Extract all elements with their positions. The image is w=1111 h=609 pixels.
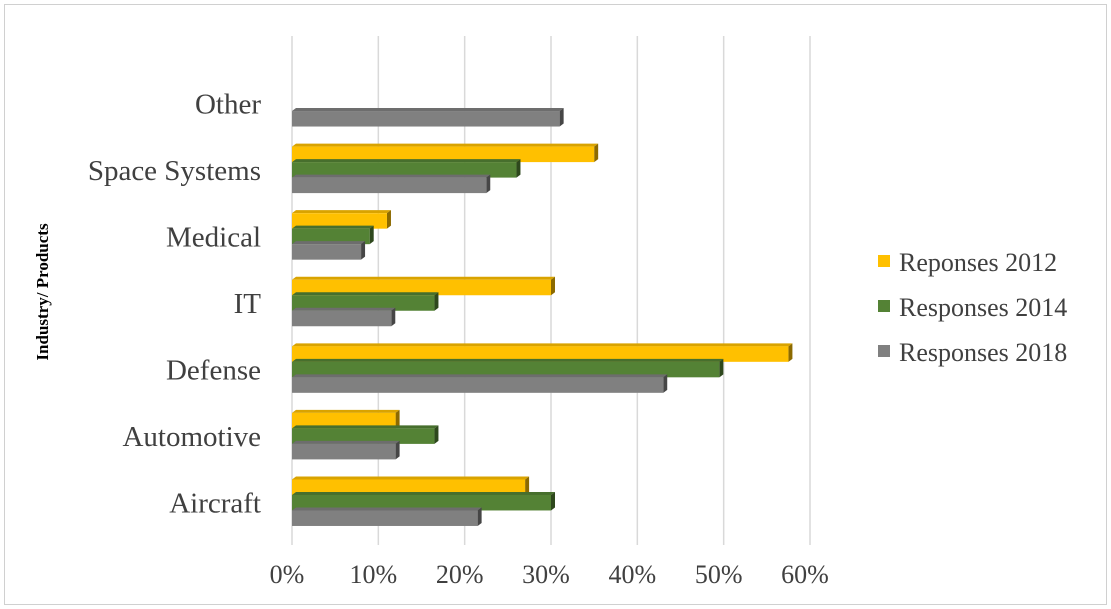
bar: [292, 159, 521, 178]
category-label: Defense: [166, 355, 261, 387]
bar: [292, 241, 366, 260]
legend-label: Responses 2018: [899, 338, 1067, 367]
bar: [292, 210, 391, 229]
category-labels: Aircraft Automotive Defense IT Medical Space …: [88, 88, 262, 519]
bar: [292, 507, 482, 526]
bar: [292, 307, 396, 327]
y-axis-label: Industry/ Products: [33, 223, 52, 361]
bar: [292, 374, 668, 393]
bar: [292, 292, 439, 311]
x-tick-label: 20%: [436, 560, 484, 589]
bars: [292, 108, 793, 526]
bar: [292, 143, 599, 163]
bar: [292, 409, 400, 429]
category-label: IT: [234, 288, 262, 320]
category-label: Automotive: [122, 421, 261, 453]
x-tick-label: 10%: [349, 560, 397, 589]
legend-swatch: [878, 255, 890, 267]
legend-label: Reponses 2012: [899, 248, 1057, 277]
category-label: Other: [195, 88, 261, 120]
category-label: Medical: [166, 221, 261, 253]
x-tick-label: 0%: [270, 560, 305, 589]
legend: Reponses 2012 Responses 2014 Responses 201…: [878, 248, 1067, 367]
x-tick-label: 50%: [695, 560, 743, 589]
bar: [292, 343, 793, 362]
x-tick-label: 40%: [608, 560, 656, 589]
bar: [292, 276, 555, 296]
bar: [292, 440, 400, 460]
category-label: Space Systems: [88, 155, 261, 187]
bar: [292, 108, 564, 127]
legend-item: Reponses 2012: [878, 248, 1057, 277]
bar: [292, 491, 555, 511]
bar: [292, 476, 530, 495]
bar: [292, 225, 374, 245]
bar: [292, 425, 439, 444]
bar: [292, 358, 724, 378]
x-tick-label: 60%: [781, 560, 829, 589]
bar: [292, 174, 491, 194]
x-tick-label: 30%: [522, 560, 570, 589]
legend-label: Responses 2014: [899, 293, 1067, 322]
x-axis-ticks: 0% 10% 20% 30% 40% 50% 60%: [270, 560, 829, 589]
legend-item: Responses 2014: [878, 293, 1067, 322]
legend-item: Responses 2018: [878, 338, 1067, 367]
legend-swatch: [878, 300, 890, 312]
legend-swatch: [878, 345, 890, 357]
chart-frame: [4, 4, 1107, 605]
category-label: Aircraft: [169, 488, 261, 520]
